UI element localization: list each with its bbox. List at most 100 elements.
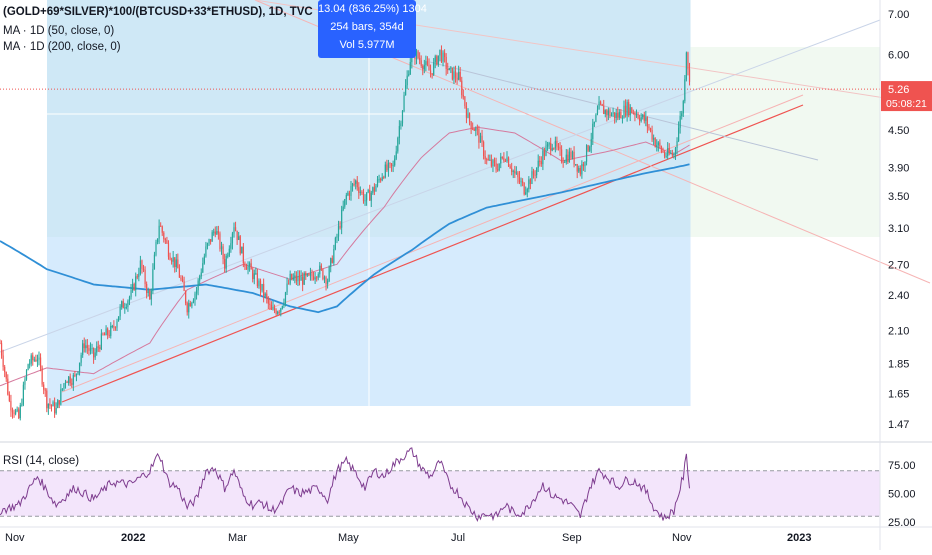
price-tick-label: 3.90 xyxy=(888,163,909,175)
rsi-tick-label: 25.00 xyxy=(888,517,916,529)
candle-body xyxy=(361,191,363,193)
candle-body xyxy=(100,333,102,350)
candle-body xyxy=(595,114,597,122)
candle-body xyxy=(498,163,500,171)
candle-body xyxy=(245,266,248,270)
candle-body xyxy=(124,307,126,309)
candle-body xyxy=(632,112,634,114)
candle-body xyxy=(88,348,90,351)
ma200-legend[interactable]: MA · 1D (200, close, 0) xyxy=(3,41,121,53)
candle-body xyxy=(383,177,385,179)
candle-body xyxy=(484,156,486,160)
candle-body xyxy=(440,49,443,62)
candle-body xyxy=(403,95,405,112)
candle-body xyxy=(185,291,187,304)
price-tick-label: 6.00 xyxy=(888,49,909,61)
candle-body xyxy=(621,118,624,120)
candle-body xyxy=(600,101,602,105)
candle-body xyxy=(618,111,620,118)
candle-body xyxy=(75,373,78,376)
time-tick-label: May xyxy=(338,532,359,544)
candle-body xyxy=(487,159,489,161)
candle-body xyxy=(242,246,244,264)
candle-body xyxy=(86,345,88,349)
candle-body xyxy=(392,165,394,167)
candle-body xyxy=(422,65,424,70)
candle-body xyxy=(284,292,287,303)
candle-body xyxy=(366,192,368,201)
rsi-band xyxy=(0,470,880,517)
candle-body xyxy=(219,233,221,250)
candle-body xyxy=(397,137,399,152)
candle-body xyxy=(247,265,249,270)
candle-body xyxy=(312,276,315,280)
rsi-legend[interactable]: RSI (14, close) xyxy=(3,455,80,467)
candle-body xyxy=(33,359,35,361)
candle-body xyxy=(559,146,561,150)
candle-body xyxy=(339,225,341,228)
ma200-line xyxy=(0,163,690,314)
candle-body xyxy=(150,291,152,300)
candle-body xyxy=(575,164,577,166)
candle-body xyxy=(425,61,427,66)
candle-body xyxy=(263,283,265,296)
candle-body xyxy=(362,192,365,202)
candle-body xyxy=(323,277,326,280)
candle-body xyxy=(635,114,638,116)
candle-body xyxy=(564,161,566,163)
candle-body xyxy=(149,291,151,300)
time-tick-label: 2023 xyxy=(787,532,811,544)
candle-body xyxy=(497,169,499,171)
candle-body xyxy=(542,150,544,165)
candle-body xyxy=(614,112,616,119)
candle-body xyxy=(445,56,447,69)
candle-body xyxy=(654,138,656,147)
candle-body xyxy=(206,243,209,247)
rsi-tick-label: 75.00 xyxy=(888,460,916,472)
candle-body xyxy=(417,51,419,58)
candle-body xyxy=(238,236,240,240)
candle-body xyxy=(94,352,96,358)
candle-body xyxy=(18,409,20,419)
candle-body xyxy=(2,355,4,367)
candle-body xyxy=(685,52,687,80)
candle-body xyxy=(489,159,491,161)
candle-body xyxy=(27,364,29,371)
candle-body xyxy=(642,114,644,118)
candle-body xyxy=(337,225,340,237)
candle-body xyxy=(63,383,65,389)
candle-body xyxy=(231,233,234,244)
candle-body xyxy=(114,327,117,329)
candle-body xyxy=(347,192,349,196)
candle-body xyxy=(492,160,494,166)
candle-body xyxy=(111,325,113,327)
candle-body xyxy=(175,259,177,268)
candle-body xyxy=(370,192,372,201)
ma50-legend[interactable]: MA · 1D (50, close, 0) xyxy=(3,25,115,37)
price-tick-label: 4.50 xyxy=(888,125,909,137)
candle-body xyxy=(234,227,237,231)
candle-body xyxy=(584,161,586,167)
candle-body xyxy=(93,347,95,358)
candle-body xyxy=(461,80,463,96)
candle-body xyxy=(439,49,441,56)
candle-body xyxy=(222,246,224,259)
candle-body xyxy=(434,56,436,63)
candle-body xyxy=(448,68,450,71)
candle-body xyxy=(663,152,666,157)
candle-body xyxy=(372,187,374,193)
forward-target-zone xyxy=(690,47,880,237)
candle-body xyxy=(387,163,390,171)
candle-body xyxy=(163,232,165,240)
candle-body xyxy=(653,138,655,140)
candle-body xyxy=(395,151,397,159)
candle-body xyxy=(333,249,335,263)
candle-body xyxy=(400,123,402,127)
price-tick-label: 2.70 xyxy=(888,259,909,271)
candle-body xyxy=(250,263,252,270)
candle-body xyxy=(43,384,45,390)
candle-body xyxy=(261,283,263,291)
candle-body xyxy=(615,112,617,119)
candle-body xyxy=(565,154,567,162)
chart-symbol-title: (GOLD+69*SILVER)*100/(BTCUSD+33*ETHUSD),… xyxy=(3,6,313,18)
